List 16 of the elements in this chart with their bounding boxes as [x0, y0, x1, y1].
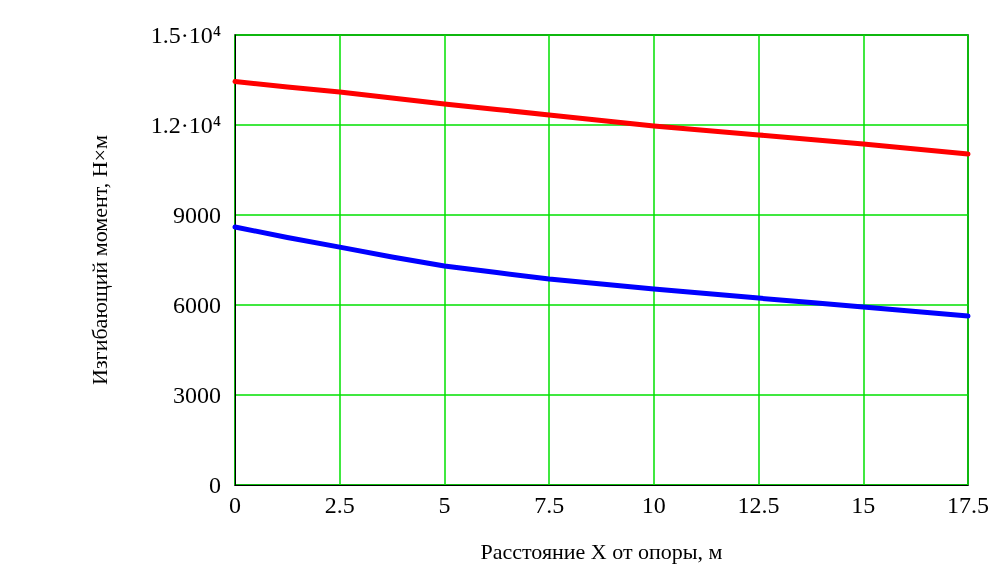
- x-tick-label: 7.5: [534, 492, 565, 518]
- y-tick-label: 9000: [173, 202, 221, 228]
- x-tick-label: 5: [438, 492, 451, 518]
- x-tick-label: 10: [641, 492, 666, 518]
- x-tick-label: 12.5: [737, 492, 780, 518]
- x-tick-label: 0: [229, 492, 241, 518]
- y-tick-label: 3000: [173, 382, 221, 408]
- y-tick-label: 6000: [173, 292, 221, 318]
- x-axis-title: Расстояние X от опоры, м: [480, 538, 723, 564]
- y-tick-label: 1.2·10⁴: [150, 112, 221, 138]
- y-axis-title: Изгибающий момент, Н×м: [86, 134, 112, 385]
- x-tick-label: 2.5: [324, 492, 355, 518]
- y-tick-label: 0: [209, 472, 221, 498]
- x-tick-label: 17.5: [947, 492, 989, 518]
- x-tick-label: 15: [851, 492, 876, 518]
- y-tick-label: 1.5·10⁴: [150, 22, 221, 48]
